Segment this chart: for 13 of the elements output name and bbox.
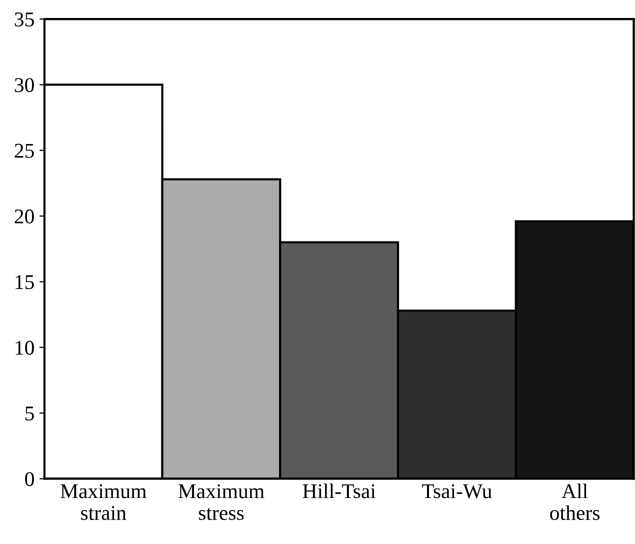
y-tick-label: 10 <box>16 340 34 355</box>
x-tick-label: Hill-Tsai <box>302 484 376 498</box>
x-tick-label: Tsai-Wu <box>422 484 492 498</box>
y-tick-label: 25 <box>14 144 34 158</box>
y-tick-label: 35 <box>14 12 34 26</box>
y-tick-label: 0 <box>25 472 34 486</box>
y-tick-label: 15 <box>16 275 34 290</box>
y-tick-label: 30 <box>14 78 34 92</box>
y-tick-label: 20 <box>14 209 34 224</box>
y-tick-label: 5 <box>26 406 34 420</box>
x-tick-label: Maximum strain <box>60 484 146 520</box>
x-tick-label: All others <box>550 484 600 520</box>
x-tick-label: Maximum stress <box>178 484 264 520</box>
